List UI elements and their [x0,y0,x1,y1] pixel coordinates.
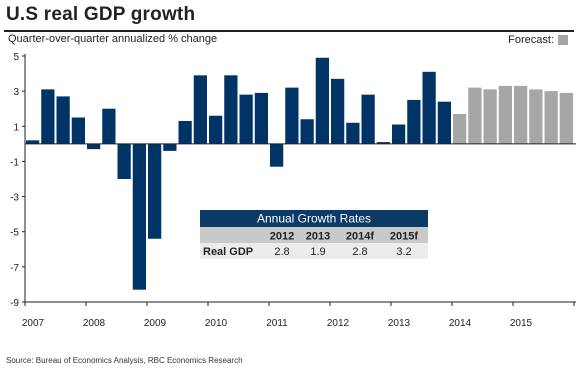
x-tick-label: 2014 [449,318,472,329]
source-note: Source: Bureau of Economics Analysis, RB… [6,356,243,365]
y-tick-label: 1 [13,122,19,133]
gdp-bar [71,117,85,144]
gdp-bar [285,87,299,144]
gdp-bar [193,75,207,144]
gdp-bar [224,75,238,144]
x-tick-label: 2011 [266,318,288,329]
table-value-cell: 1.9 [310,246,325,258]
gdp-bar [148,143,162,239]
gdp-bar [361,94,375,144]
x-tick-label: 2009 [144,318,167,329]
gdp-bar [315,57,329,144]
y-tick-label: 5 [13,52,19,63]
forecast-bar [498,85,512,144]
table-header-cell: 2015f [390,231,418,243]
legend-forecast-label: Forecast: [508,34,554,46]
gdp-bar [376,142,390,144]
gdp-bar [178,121,192,144]
gdp-bar [239,94,253,144]
legend-forecast-swatch [558,35,568,45]
forecast-bar [559,92,573,144]
table-header-row [200,227,428,243]
y-tick-label: -7 [10,263,19,274]
forecast-bar [468,87,482,144]
gdp-bar [163,143,177,151]
table-value-cell: 3.2 [396,246,411,258]
gdp-bar [209,115,223,144]
gdp-bar [117,143,131,179]
gdp-bar [300,119,314,144]
gdp-bar [392,124,406,144]
forecast-bar [544,91,558,144]
y-tick-label: -1 [10,157,19,168]
forecast-bar [453,113,467,144]
x-tick-label: 2012 [327,318,350,329]
title-divider [4,30,574,32]
y-tick-label: -5 [10,228,19,239]
table-title: Annual Growth Rates [257,212,371,226]
x-tick-label: 2015 [510,318,533,329]
gdp-bar [254,92,268,144]
gdp-bar [87,143,101,150]
gdp-bar [56,96,70,144]
forecast-bar [514,85,528,144]
table-header-cell: 2013 [306,231,330,243]
legend: Forecast: [508,34,568,46]
forecast-bar [529,89,543,144]
gdp-bar [437,101,451,144]
table-header-cell: 2014f [346,231,374,243]
gdp-bar [346,122,360,144]
x-tick-label: 2007 [22,318,45,329]
table-value-cell: 2.8 [274,246,289,258]
forecast-bar [483,89,497,144]
gdp-bar [270,143,284,167]
gdp-bar [132,143,146,290]
x-tick-label: 2010 [205,318,228,329]
y-tick-label: -3 [10,193,19,204]
table-title-bar [200,210,428,227]
gdp-bar [331,78,345,144]
gdp-bar [102,108,116,144]
table-data-row [200,243,428,259]
gdp-bar [26,140,40,144]
gdp-bar [422,71,436,144]
x-tick-label: 2013 [388,318,411,329]
gdp-bar [41,89,55,144]
chart-title: U.S real GDP growth [6,4,196,25]
table-row-label: Real GDP [203,246,253,258]
y-tick-label: -9 [10,298,19,309]
table-header-cell: 2012 [270,231,294,243]
y-tick-label: 3 [13,87,19,98]
chart-subtitle: Quarter-over-quarter annualized % change [8,33,218,45]
x-tick-label: 2008 [83,318,106,329]
gdp-bar [407,99,421,144]
table-value-cell: 2.8 [352,246,367,258]
